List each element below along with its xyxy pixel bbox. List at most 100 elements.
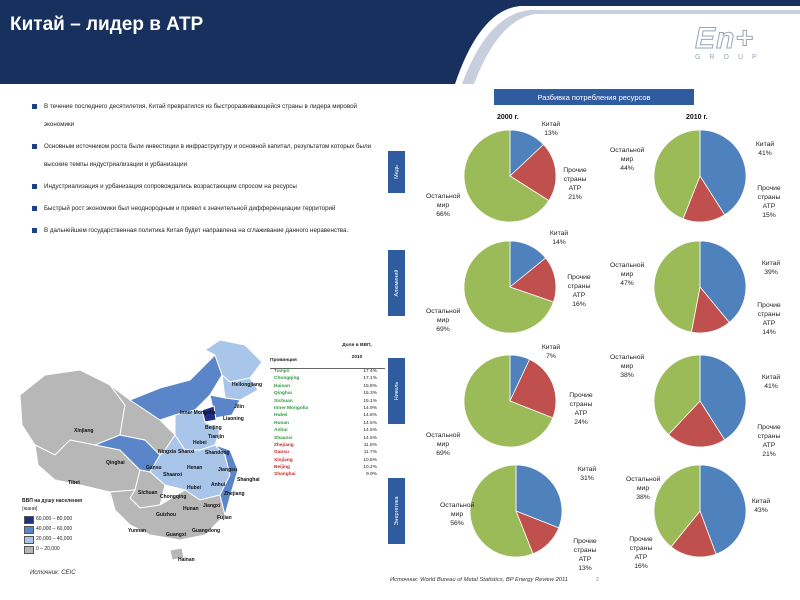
column-header-province: Провинция: [270, 358, 297, 363]
pie-slice: [509, 257, 557, 303]
slice-value: 44%: [620, 165, 634, 172]
page-number: 2: [596, 577, 600, 583]
pie-slice: [682, 175, 726, 223]
china-map: [19, 340, 263, 561]
pie-slice: [699, 354, 747, 441]
pie-slice-label: Прочие страны АТР 14%: [754, 301, 784, 337]
map-label: Inner Mongolia: [180, 410, 216, 416]
row-label-nickel: Никель: [388, 358, 405, 424]
province-share: 17.1%: [363, 376, 377, 382]
legend-swatch: [24, 516, 34, 524]
slice-name: Остальной мир: [610, 354, 645, 370]
slice-name: Китай: [541, 344, 561, 351]
slice-name: Китай: [755, 141, 775, 148]
bullet-item: Быстрый рост экономики был неоднородным …: [32, 200, 380, 218]
province-share: 15.3%: [363, 391, 377, 397]
table-row: Hainan 15.8%: [270, 384, 385, 391]
province-name: Hubei: [274, 413, 288, 419]
province-name: Zhejiang: [274, 442, 294, 448]
bullet-square-icon: [32, 184, 37, 189]
map-label: Tianjin: [208, 434, 225, 440]
year-header-2000: 2000 г.: [497, 114, 519, 121]
pie-slice-label: Остальной мир 66%: [426, 192, 460, 219]
legend-item: 0 – 20,000: [22, 545, 82, 555]
slice-name: Остальной мир: [626, 476, 661, 492]
pie-slice-label: Прочие страны АТР 15%: [754, 184, 784, 220]
legend-swatch: [24, 546, 34, 554]
slice-value: 47%: [620, 280, 634, 287]
legend-title: ВВП на душу населения: [22, 498, 83, 504]
slice-value: 38%: [620, 372, 634, 379]
slice-name: Остальной мир: [426, 308, 461, 324]
pie-slice: [463, 240, 554, 334]
slice-name: Остальной мир: [610, 262, 645, 278]
table-row: Inner Mongolia 14.9%: [270, 406, 385, 413]
map-label: Shandong: [205, 450, 230, 456]
province-share: 10.6%: [363, 457, 377, 463]
legend-swatch: [24, 536, 34, 544]
logo-subtext: GROUP: [695, 54, 766, 61]
slice-name: Китай: [577, 466, 597, 473]
table-row: Sichuan 15.1%: [270, 399, 385, 406]
map-label: Heilongjiang: [232, 382, 262, 388]
pie-slice: [690, 286, 730, 334]
map-label: Hainan: [178, 557, 195, 563]
province-name: Hunan: [274, 420, 289, 426]
province-name: Qinghai: [274, 391, 292, 397]
map-label: Shanghai: [237, 477, 260, 483]
map-label: Gansu: [146, 465, 162, 471]
pie-slice-label: Китай 39%: [754, 259, 788, 277]
map-label: Qinghai: [106, 460, 125, 466]
pie-slice-label: Прочие страны АТР 13%: [570, 537, 600, 573]
slice-name: Прочие страны АТР: [757, 424, 781, 449]
column-header-share: Доля в ВВП, 2010: [342, 343, 372, 360]
legend-item: 20,000 – 40,000: [22, 535, 82, 545]
pie-slice: [653, 354, 701, 436]
province-name: Hainan: [274, 383, 290, 389]
slice-name: Остальной мир: [610, 147, 645, 163]
province-name: Anhui: [274, 428, 288, 434]
slice-name: Прочие страны АТР: [569, 392, 593, 417]
table-row: Xinjiang 10.6%: [270, 458, 385, 465]
pie-slice: [515, 464, 563, 529]
table-row: Qinghai 15.3%: [270, 391, 385, 398]
row-label-aluminum: Алюминий: [388, 250, 405, 316]
pie-slice-label: Прочие страны АТР 16%: [626, 535, 656, 571]
pie-slice-label: Китай 41%: [754, 373, 788, 391]
province-name: Inner Mongolia: [274, 405, 309, 411]
map-label: Guizhou: [156, 512, 176, 518]
slice-name: Китай: [751, 498, 771, 505]
slice-name: Китай: [541, 121, 561, 128]
table-body: Tianjin 17.4% Chongqing 17.1% Hainan 15.8% Qin…: [270, 369, 385, 480]
map-label: Anhui: [211, 482, 226, 488]
pie-slice-label: Остальной мир 69%: [426, 431, 460, 458]
bullet-square-icon: [32, 104, 37, 109]
pie-slice: [667, 400, 726, 448]
map-legend: ВВП на душу населения (юани) 60,000 – 80…: [22, 498, 82, 555]
map-label: Jiangxi: [203, 503, 221, 509]
bullet-item: В течение последнего десятилетия, Китай …: [32, 98, 380, 134]
bullet-square-icon: [32, 144, 37, 149]
map-label: Hebei: [193, 440, 207, 446]
pie-slice: [463, 129, 550, 223]
province-name: Tianjin: [274, 369, 290, 374]
province-name: Shanghai: [274, 472, 296, 478]
pie-slice-label: Прочие страны АТР 16%: [564, 273, 594, 309]
province-share: 10.2%: [363, 465, 377, 471]
pie-slice-label: Китай 43%: [744, 497, 778, 515]
pie-slice-label: Остальной мир 38%: [610, 353, 644, 380]
map-label: Guangxi: [166, 532, 187, 538]
legend-unit: (юани): [22, 506, 38, 512]
table-row: Tianjin 17.4%: [270, 369, 385, 376]
slice-value: 43%: [754, 507, 768, 514]
slice-value: 41%: [758, 150, 772, 157]
slice-value: 15%: [762, 212, 776, 219]
logo-text: En+: [695, 22, 754, 56]
province-share: 17.4%: [363, 369, 377, 374]
slice-value: 14%: [762, 329, 776, 336]
pie-slice-label: Прочие страны АТР 24%: [566, 391, 596, 427]
table-row: Gansu 11.7%: [270, 450, 385, 457]
pie-slice: [699, 240, 747, 324]
pie-slice: [469, 464, 534, 558]
slice-name: Прочие страны АТР: [573, 538, 597, 563]
